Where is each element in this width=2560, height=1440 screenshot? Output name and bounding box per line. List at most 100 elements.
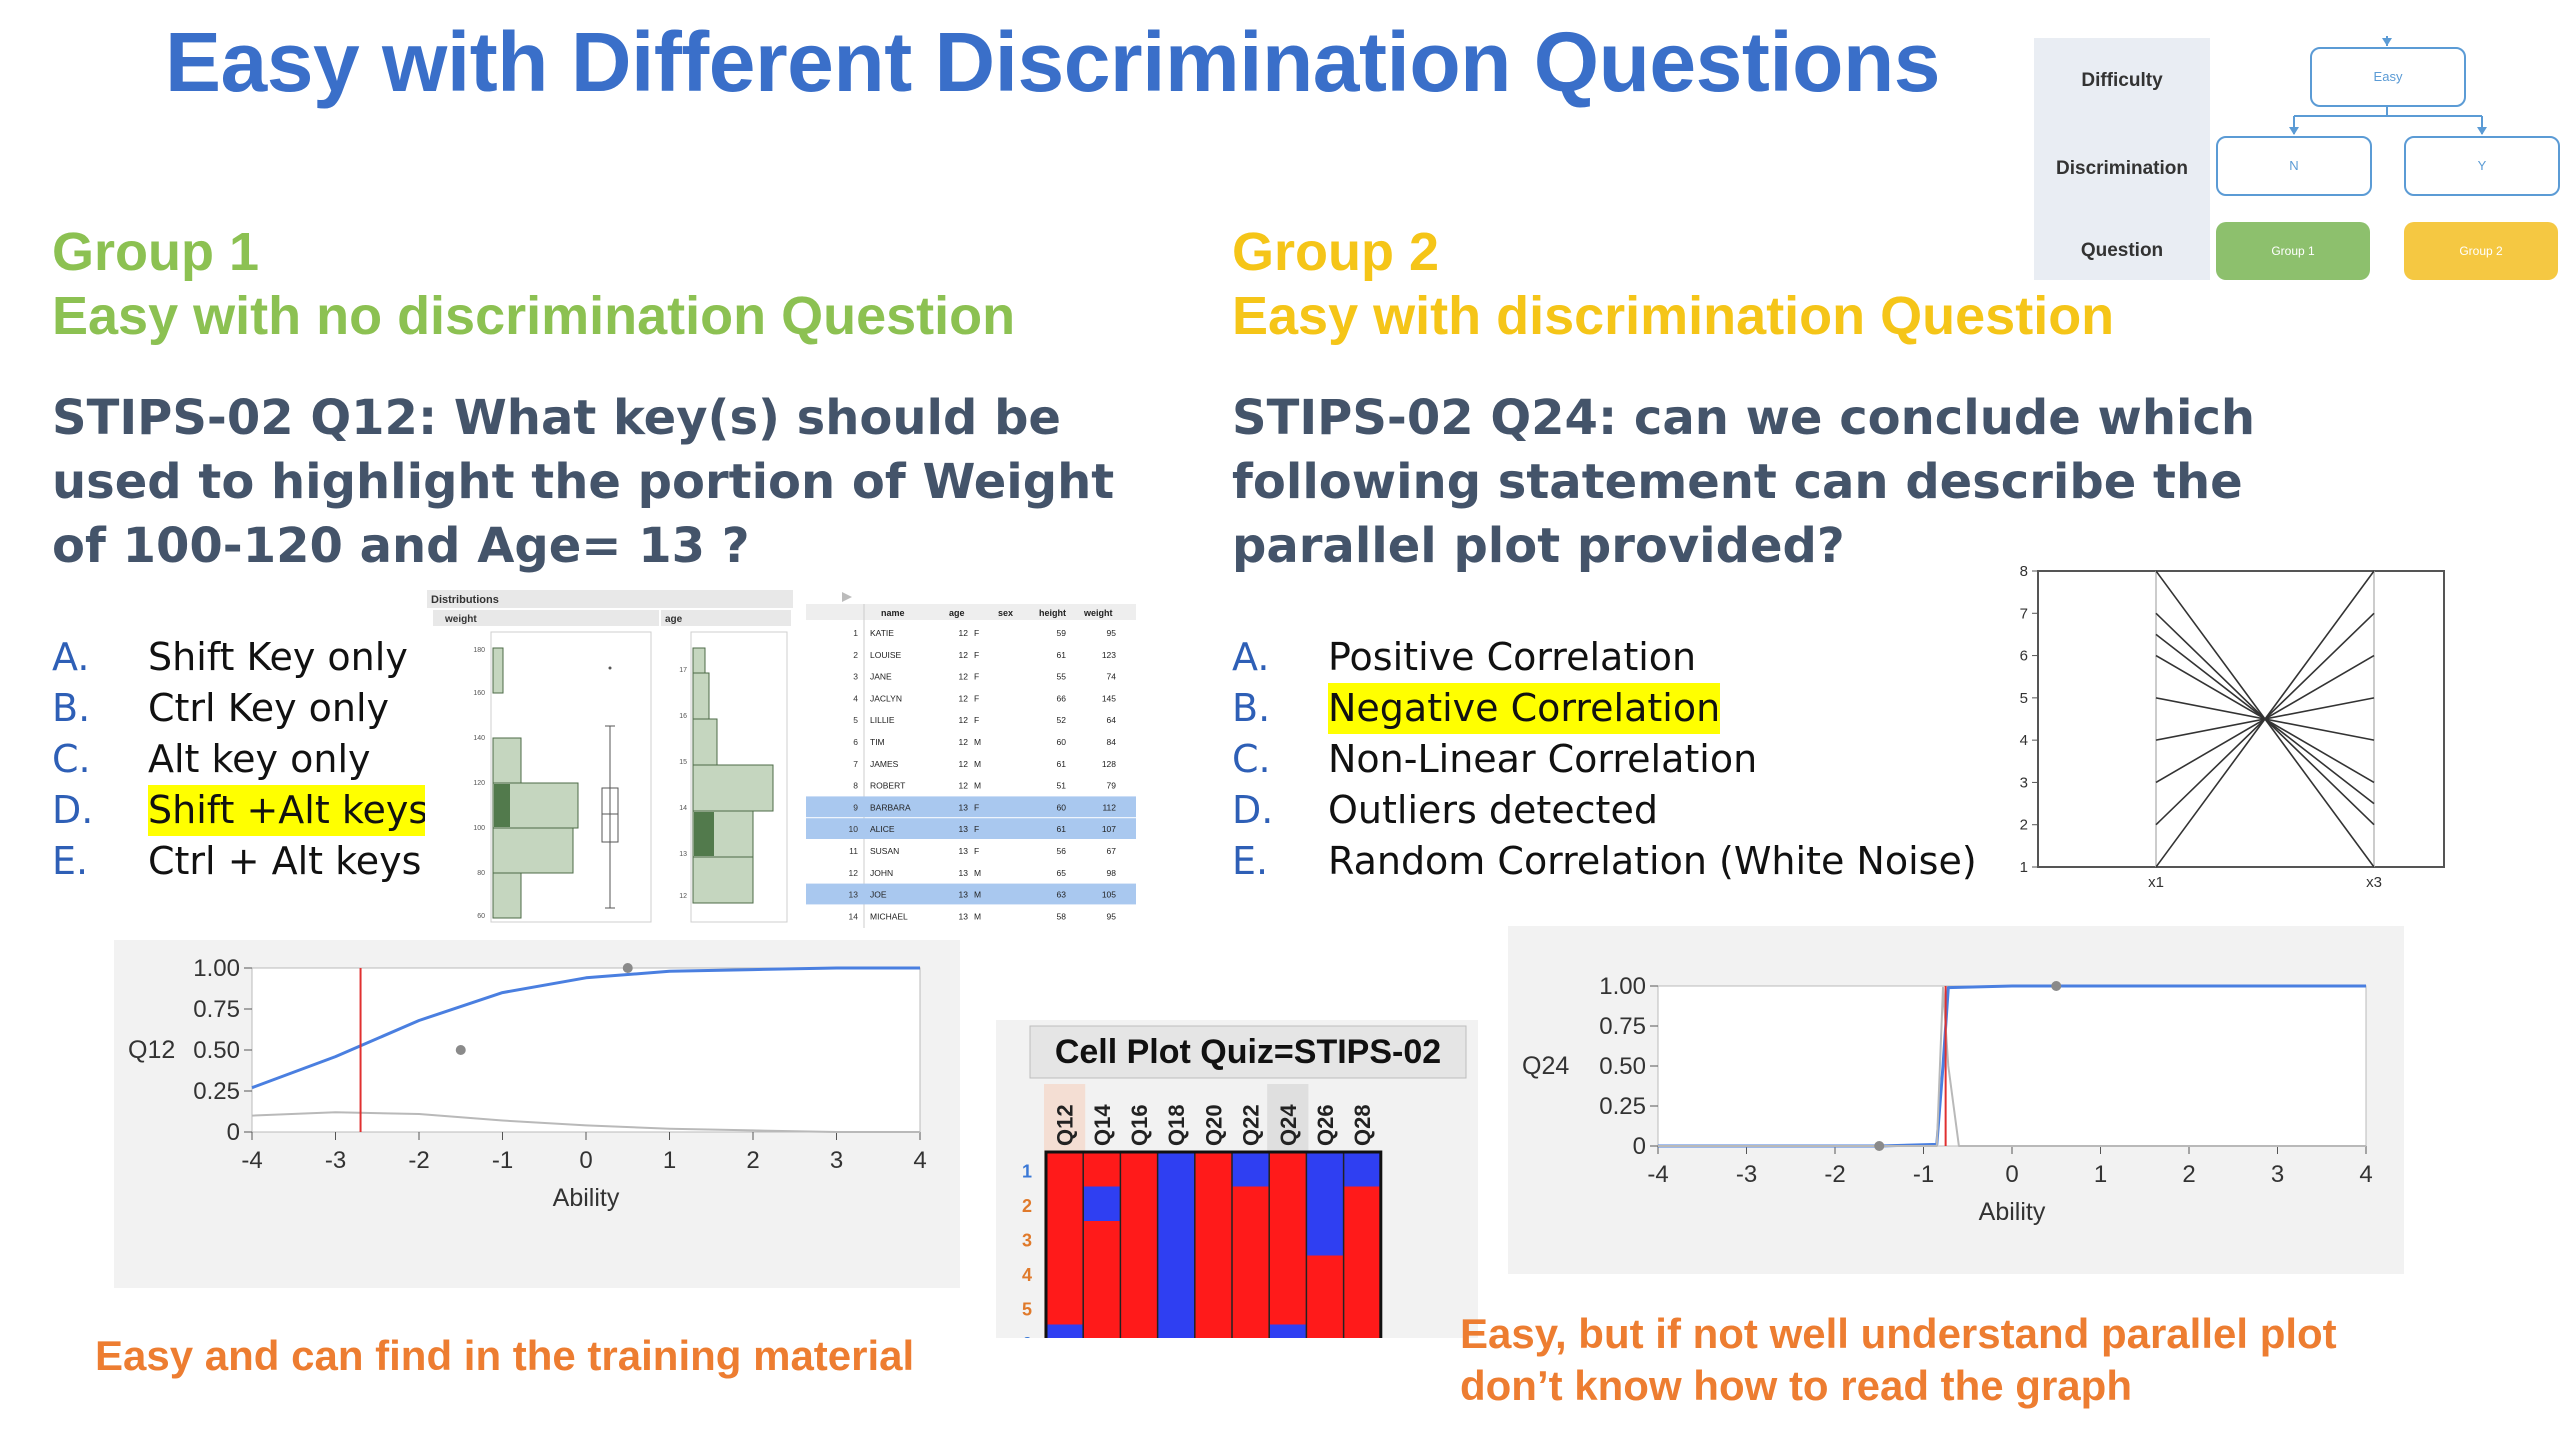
tree-node-n: N [2216,136,2372,196]
icc-q24-panel: 1.00 0.75 0.50 0.25 0 -4 -3 -2 -1 0 1 2 3 4 Ability Q24 [1508,926,2404,1274]
x-tick-label: 1 [2094,1161,2107,1188]
row-number: 7 [853,759,858,769]
option-text: Positive Correlation [1328,635,1697,679]
option-letter: B. [1232,686,1271,730]
age-bar [692,647,706,674]
x-tick-label: -4 [241,1147,262,1174]
heatmap-cell [1232,1290,1270,1325]
svg-text:16: 16 [679,713,687,720]
age-bar [692,856,754,904]
column-label: Q12 [1053,1104,1078,1146]
tree-label-difficulty: Difficulty [2081,70,2163,91]
heatmap-cell [1046,1255,1084,1290]
option-letter: E. [1232,839,1269,883]
option-text: Alt key only [148,737,371,781]
heatmap-cell [1232,1186,1270,1221]
cell-weight: 107 [1102,824,1116,834]
row-number: 5 [853,715,858,725]
row-number: 13 [849,890,859,900]
weight-bar [492,647,504,694]
heatmap-cell [1046,1186,1084,1221]
y-tick-label: 0.50 [193,1037,240,1064]
cell-height: 63 [1057,890,1067,900]
heatmap-cell [1083,1186,1121,1221]
cell-sex: F [974,715,979,725]
cell-sex: M [974,890,981,900]
distributions-title: Distributions [431,594,499,606]
option-text: Ctrl + Alt keys [148,839,422,883]
row-number: 11 [849,846,858,856]
cell-name: ROBERT [870,781,905,791]
cell-weight: 105 [1102,890,1116,900]
cell-sex: F [974,693,979,703]
svg-text:height: height [1039,608,1066,618]
parallel-plot-panel: 8 7 6 5 4 3 2 1 x1 x3 [2012,555,2454,895]
column-label: Q22 [1239,1104,1264,1146]
cell-sex: M [974,737,981,747]
cell-height: 51 [1057,781,1067,791]
weight-histogram [492,647,579,919]
svg-text:age: age [949,608,965,618]
x-tick-label: 2 [746,1147,759,1174]
tree-node-y: Y [2404,136,2560,196]
x-tick-label: 0 [2005,1161,2018,1188]
cell-sex: M [974,781,981,791]
option-letter: C. [1232,737,1271,781]
cell-age: 13 [959,911,969,921]
cell-age: 12 [959,628,969,638]
cell-sex: F [974,802,979,812]
heatmap-cell [1269,1221,1307,1256]
cell-height: 60 [1057,802,1067,812]
tree-node-easy: Easy [2310,47,2466,107]
group1-option-a: A. Shift Key only [52,632,452,683]
group2-options: A. Positive Correlation B. Negative Correl… [1232,632,1977,887]
heatmap-cell [1046,1152,1084,1187]
group1-subheading: Easy with no discrimination Question [52,286,1016,346]
heatmap-cell [1157,1152,1195,1187]
heatmap-cell [1343,1186,1381,1221]
svg-text:weight: weight [1083,608,1113,618]
option-text: Shift Key only [148,635,408,679]
heatmap-cell [1157,1186,1195,1221]
parallel-line [2155,570,2375,868]
data-point [1874,1141,1885,1151]
heatmap-cell [1269,1324,1307,1359]
x-tick-label: 2 [2182,1161,2195,1188]
table-row: 13 JOE 13 M 63 105 [806,883,1136,905]
cell-sex: F [974,672,979,682]
group1-option-b: B. Ctrl Key only [52,683,452,734]
table-row: 9 BARBARA 13 F 60 112 [806,796,1136,818]
row-number: 2 [853,650,858,660]
cell-weight: 145 [1102,693,1116,703]
weight-bar [492,827,574,874]
jmp-data-table: name age sex height weight 1 KATIE 12 F 59 95… [806,588,1136,928]
cell-name: LOUISE [870,650,902,660]
heatmap-cell [1157,1221,1195,1256]
row-number: 8 [853,781,858,791]
svg-text:160: 160 [473,690,485,697]
cell-weight: 67 [1107,846,1117,856]
age-selected-portion [694,812,714,856]
age-axis-ticks: 17 16 15 14 13 12 [679,667,687,900]
decision-tree: Difficulty Discrimination Question Easy … [2030,30,2560,290]
column-label: Q20 [1201,1104,1226,1146]
distribution-age-label: age [665,614,683,625]
y-tick-label: 2 [2020,817,2028,834]
weight-bar [492,737,522,784]
heatmap-cell [1120,1324,1158,1359]
heatmap-cell [1194,1255,1232,1290]
option-text-highlighted: Shift +Alt keys [148,785,429,836]
svg-text:120: 120 [473,780,485,787]
cell-sex: F [974,846,979,856]
table-row: 4 JACLYN 12 F 66 145 [853,693,1116,703]
option-text: Random Correlation (White Noise) [1328,839,1977,883]
cell-weight: 98 [1107,868,1117,878]
row-number: 9 [853,802,858,812]
table-row: 10 ALICE 13 F 61 107 [806,818,1136,839]
heatmap-cell [1269,1290,1307,1325]
row-label: 4 [1022,1265,1032,1285]
option-text-highlighted: Negative Correlation [1328,683,1721,734]
cell-name: JAMES [870,759,899,769]
cell-plot-title: Cell Plot Quiz=STIPS-02 [1055,1033,1441,1071]
group2-option-a: A. Positive Correlation [1232,632,1952,683]
